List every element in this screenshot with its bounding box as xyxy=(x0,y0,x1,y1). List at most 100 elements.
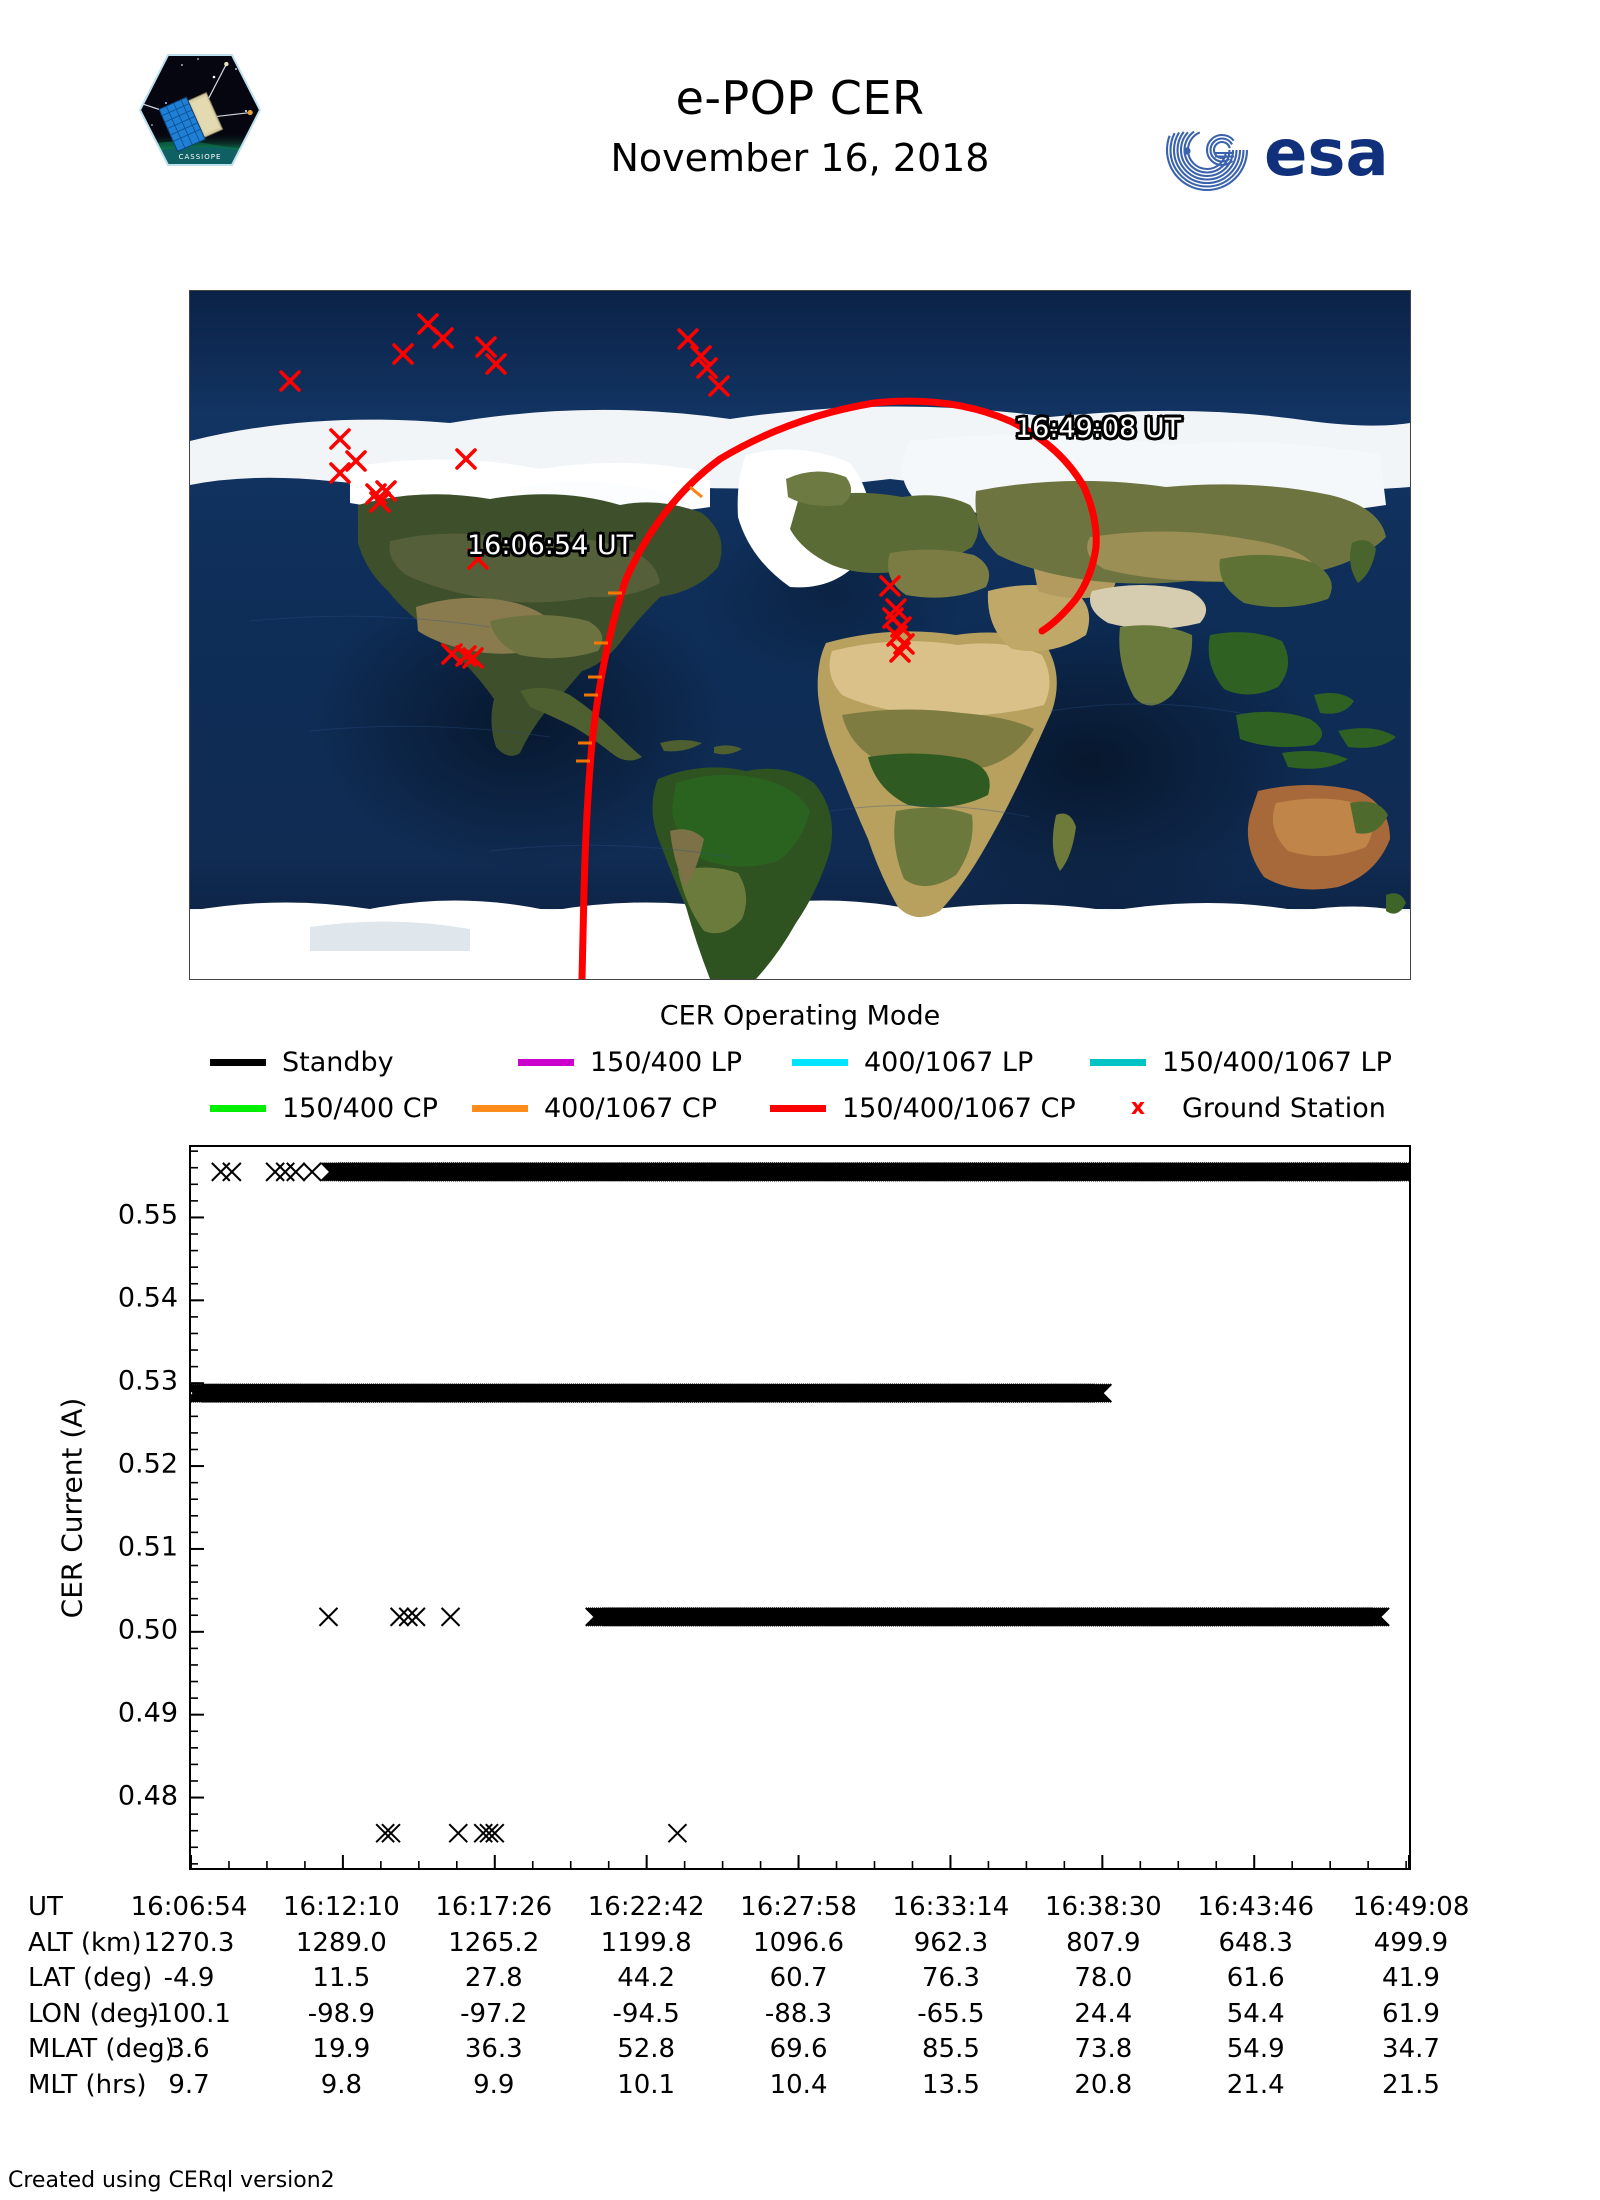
ephemeris-cell: 76.3 xyxy=(921,1963,980,1993)
legend-label-150-400-cp: 150/400 CP xyxy=(282,1092,438,1124)
ground-station-marker xyxy=(677,328,699,350)
ephemeris-cell: 69.6 xyxy=(769,2034,828,2064)
legend-label-400-1067-lp: 400/1067 LP xyxy=(864,1046,1034,1078)
y-tick-label: 0.49 xyxy=(117,1697,178,1729)
ephemeris-cell: -97.2 xyxy=(460,1998,528,2029)
ephemeris-cell: 20.8 xyxy=(1074,2069,1133,2100)
legend-item-150-400-1067-cp: 150/400/1067 CP xyxy=(770,1086,1076,1130)
world-map-ground-track: 16:06:54 UT 16:49:08 UT xyxy=(189,290,1411,980)
satellite-ground-track xyxy=(578,397,1100,979)
ephemeris-cell: 16:33:14 xyxy=(892,1892,1010,1922)
ephemeris-cell: 54.9 xyxy=(1226,2034,1285,2064)
cassiope-mission-patch-icon: CASSIOPE xyxy=(136,51,264,169)
ephemeris-cell: 648.3 xyxy=(1218,1927,1293,1958)
ephemeris-cell: 85.5 xyxy=(921,2034,980,2064)
legend-item-400-1067-lp: 400/1067 LP xyxy=(792,1040,1033,1084)
legend-swatch-150-400-1067-cp xyxy=(770,1104,826,1112)
ground-station-marker xyxy=(329,462,351,484)
legend-label-ground-station: Ground Station xyxy=(1182,1092,1386,1124)
y-tick-label: 0.53 xyxy=(117,1365,178,1397)
legend-label-standby: Standby xyxy=(282,1046,394,1078)
ephemeris-cell: 16:27:58 xyxy=(740,1892,857,1922)
ephemeris-cell: 54.4 xyxy=(1226,1998,1285,2029)
y-tick-label: 0.52 xyxy=(117,1448,178,1480)
ephemeris-cell: 1289.0 xyxy=(295,1927,387,1958)
legend-title: CER Operating Mode xyxy=(659,1000,941,1032)
ephemeris-cell: 962.3 xyxy=(913,1927,989,1958)
y-tick-label: 0.54 xyxy=(117,1282,178,1314)
ground-station-marker xyxy=(467,548,489,570)
ephemeris-row-label: LON (deg) xyxy=(28,1998,160,2029)
data-point-markers xyxy=(191,1162,1409,1843)
ephemeris-cell: 27.8 xyxy=(464,1963,523,1993)
ground-station-marker xyxy=(329,428,351,450)
ground-station-marker xyxy=(696,357,718,379)
ephemeris-table: UT 16:06:54 16:12:10 16:17:26 16:22:42 16:27:… xyxy=(28,1892,1528,2105)
ephemeris-cell: 1096.6 xyxy=(753,1927,845,1958)
ephemeris-row-label: UT xyxy=(28,1892,63,1922)
ephemeris-cell: 41.9 xyxy=(1382,1963,1440,1993)
ephemeris-cell: 807.9 xyxy=(1066,1927,1141,1958)
ephemeris-cell: 60.7 xyxy=(769,1963,828,1993)
ephemeris-row: MLAT (deg) 3.6 19.9 36.3 52.8 69.6 85.5 73.8 54.… xyxy=(28,2034,1528,2070)
page-title: e-POP CER xyxy=(675,71,925,125)
ephemeris-row-label: LAT (deg) xyxy=(28,1963,153,1993)
legend-item-ground-station: x Ground Station xyxy=(1110,1086,1386,1130)
legend-item-150-400-1067-lp: 150/400/1067 LP xyxy=(1090,1040,1392,1084)
ephemeris-cell: -100.1 xyxy=(147,1998,231,2029)
ephemeris-cell: 3.6 xyxy=(168,2034,210,2064)
ephemeris-row-label: ALT (km) xyxy=(28,1927,142,1958)
ephemeris-cell: 9.7 xyxy=(168,2069,210,2100)
ground-station-marker xyxy=(462,647,484,669)
ground-station-marker xyxy=(375,480,397,502)
ephemeris-cell: 61.6 xyxy=(1226,1963,1285,1993)
ephemeris-cell: 24.4 xyxy=(1074,1998,1133,2029)
legend-swatch-150-400-1067-lp xyxy=(1090,1058,1146,1066)
ephemeris-row: LON (deg) -100.1 -98.9 -97.2 -94.5 -88.3 -65.5… xyxy=(28,1999,1528,2035)
ephemeris-cell: 9.9 xyxy=(473,2069,515,2100)
ephemeris-row: MLT (hrs) 9.7 9.8 9.9 10.1 10.4 13.5 20.8 21.4 21… xyxy=(28,2070,1528,2106)
legend-label-400-1067-cp: 400/1067 CP xyxy=(544,1092,718,1124)
ground-station-marker xyxy=(708,375,730,397)
ephemeris-cell: 61.9 xyxy=(1382,1998,1440,2029)
ground-station-marker xyxy=(392,343,414,365)
ephemeris-cell: 16:22:42 xyxy=(587,1892,705,1922)
ephemeris-cell: 10.1 xyxy=(617,2069,676,2100)
ephemeris-row-label: MLT (hrs) xyxy=(28,2069,147,2100)
track-start-time-label: 16:06:54 UT xyxy=(464,528,635,564)
ground-station-marker xyxy=(369,491,391,513)
legend-label-150-400-lp: 150/400 LP xyxy=(590,1046,743,1078)
legend-row-1: Standby 150/400 LP 400/1067 LP 150/400/1… xyxy=(210,1040,1400,1084)
ephemeris-cell: 10.4 xyxy=(769,2069,828,2100)
cer-current-scatter-plot xyxy=(189,1145,1411,1870)
ephemeris-cell: 34.7 xyxy=(1382,2034,1440,2064)
legend-label-150-400-1067-cp: 150/400/1067 CP xyxy=(842,1092,1076,1124)
ephemeris-cell: -4.9 xyxy=(163,1963,215,1993)
legend: Standby 150/400 LP 400/1067 LP 150/400/1… xyxy=(210,1040,1400,1130)
ephemeris-cell: 19.9 xyxy=(312,2034,371,2064)
ephemeris-cell: -98.9 xyxy=(307,1998,376,2029)
ground-station-marker xyxy=(879,575,901,597)
ephemeris-row: ALT (km) 1270.3 1289.0 1265.2 1199.8 1096.6 96… xyxy=(28,1928,1528,1964)
legend-label-150-400-1067-lp: 150/400/1067 LP xyxy=(1162,1046,1392,1078)
legend-item-150-400-cp: 150/400 CP xyxy=(210,1086,438,1130)
page-header: CASSIOPE e-POP CER November 16, 2018 xyxy=(0,0,1600,200)
ephemeris-cell: 36.3 xyxy=(464,2034,523,2064)
ground-station-marker xyxy=(485,353,507,375)
ephemeris-cell: 499.9 xyxy=(1373,1927,1449,1958)
y-axis-tick-labels: 0.48 0.49 0.50 0.51 0.52 0.53 0.54 0.55 xyxy=(0,0,178,2200)
ephemeris-cell: 16:49:08 xyxy=(1352,1892,1470,1922)
ephemeris-cell: 21.4 xyxy=(1226,2069,1285,2100)
ephemeris-cell: -88.3 xyxy=(764,1998,833,2029)
legend-swatch-150-400-lp xyxy=(518,1058,574,1066)
plot-canvas xyxy=(191,1150,1409,1868)
ground-station-marker xyxy=(345,450,367,472)
svg-text:CASSIOPE: CASSIOPE xyxy=(179,153,222,161)
ephemeris-cell: 73.8 xyxy=(1074,2034,1133,2064)
ephemeris-cell: 13.5 xyxy=(921,2069,980,2100)
legend-swatch-400-1067-lp xyxy=(792,1058,848,1066)
ephemeris-row: LAT (deg) -4.9 11.5 27.8 44.2 60.7 76.3 78.0 61.… xyxy=(28,1963,1528,1999)
ephemeris-cell: -94.5 xyxy=(612,1998,680,2029)
ground-station-marker xyxy=(455,448,477,470)
